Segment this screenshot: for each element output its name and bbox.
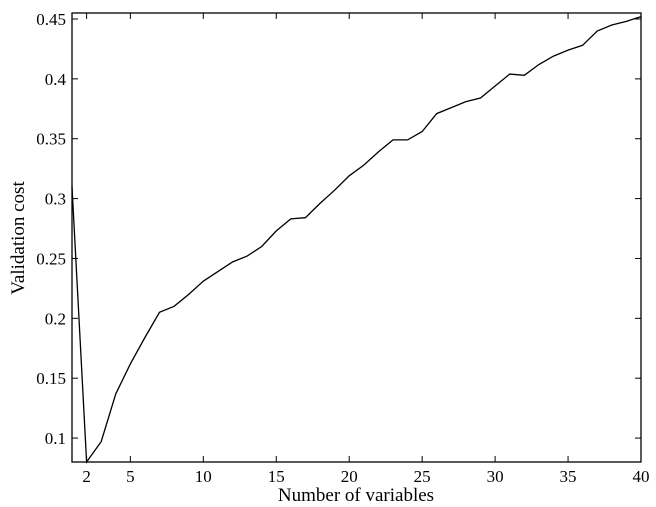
y-tick-label: 0.15 <box>36 369 66 388</box>
x-tick-label: 40 <box>633 467 650 486</box>
tick-labels: 2 5 10 15 20 25 30 35 400.10.150.20.250.30.350.4… <box>36 10 649 486</box>
x-tick-label: 35 <box>560 467 577 486</box>
x-tick-label: 5 <box>126 467 135 486</box>
axis-ticks <box>72 13 641 462</box>
y-tick-label: 0.3 <box>45 190 66 209</box>
y-tick-label: 0.4 <box>45 70 67 89</box>
y-tick-label: 0.2 <box>45 309 66 328</box>
data-points <box>72 17 641 462</box>
validation-cost-line <box>72 17 641 462</box>
y-tick-label: 0.25 <box>36 249 66 268</box>
x-axis-title: Number of variables <box>278 485 434 506</box>
x-tick-label: 15 <box>268 467 285 486</box>
x-tick-label: 25 <box>414 467 431 486</box>
y-tick-label: 0.1 <box>45 429 66 448</box>
y-tick-label: 0.35 <box>36 130 66 149</box>
x-tick-label: 2 <box>82 467 91 486</box>
y-tick-label: 0.45 <box>36 10 66 29</box>
plot-frame <box>72 13 641 462</box>
x-tick-label: 30 <box>487 467 504 486</box>
x-tick-label: 10 <box>195 467 212 486</box>
x-tick-label: 20 <box>341 467 358 486</box>
y-axis-title: Validation cost <box>8 181 29 295</box>
